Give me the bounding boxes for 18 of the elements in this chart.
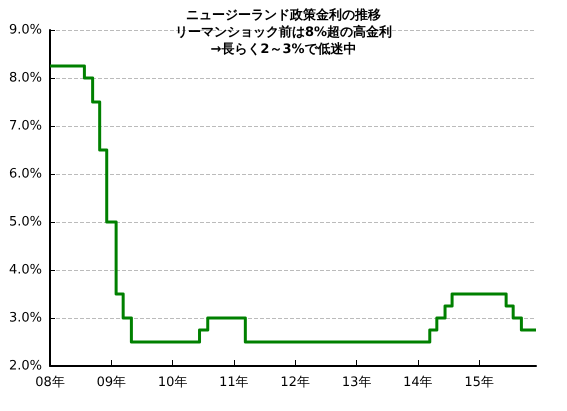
x-tick-label: 15年 xyxy=(464,375,494,390)
x-tick-label: 11年 xyxy=(219,375,249,390)
y-tick-label: 3.0% xyxy=(8,310,42,326)
y-tick-label: 2.0% xyxy=(8,358,42,374)
x-tick-label: 10年 xyxy=(158,375,188,390)
x-tick-label: 14年 xyxy=(403,375,433,390)
y-tick-label: 8.0% xyxy=(8,70,42,86)
y-tick-label: 6.0% xyxy=(8,166,42,182)
y-tick-label: 4.0% xyxy=(8,262,42,278)
x-tick-label: 12年 xyxy=(280,375,310,390)
chart-subtitle: リーマンショック前は8%超の高金利 →長らく2～3%で低迷中 xyxy=(174,24,392,57)
y-tick-label: 5.0% xyxy=(8,214,42,230)
y-tick-label: 7.0% xyxy=(8,118,42,134)
x-tick-label: 13年 xyxy=(342,375,372,390)
x-tick-label: 09年 xyxy=(96,375,126,390)
y-tick-label: 9.0% xyxy=(8,22,42,38)
x-tick-label: 08年 xyxy=(35,375,65,390)
chart-title: ニュージーランド政策金利の推移 xyxy=(186,7,381,23)
